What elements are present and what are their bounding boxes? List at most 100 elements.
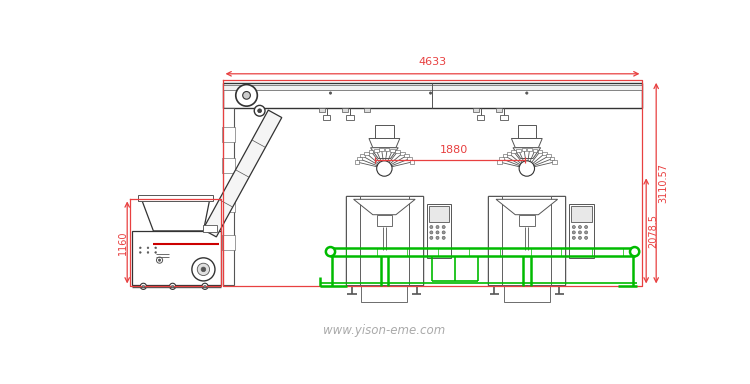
Bar [552,161,556,164]
Circle shape [172,285,174,288]
Bar [473,108,479,111]
Text: 1160: 1160 [118,230,128,255]
Bar [395,150,400,153]
Bar [542,152,547,155]
Circle shape [430,92,432,94]
Circle shape [630,247,639,256]
Circle shape [436,236,439,239]
Circle shape [578,236,581,239]
Circle shape [147,252,149,253]
Circle shape [157,257,163,263]
Circle shape [326,247,335,256]
Bar [551,196,566,285]
Bar [518,125,536,139]
Bar [203,225,217,232]
Bar [322,115,331,120]
Polygon shape [370,148,398,159]
Bar [222,235,235,250]
Text: 4633: 4633 [419,57,446,67]
Circle shape [436,225,439,228]
Polygon shape [202,110,282,237]
Circle shape [442,231,446,234]
Circle shape [442,236,446,239]
Bar [527,148,532,151]
Bar [355,161,359,164]
Bar [516,149,521,152]
Bar [224,84,641,90]
Bar [342,108,348,111]
Text: 1880: 1880 [440,145,468,155]
Bar [512,150,516,153]
Bar [360,196,409,285]
Bar [319,108,325,111]
Bar [346,196,360,285]
Bar [522,148,526,151]
Bar [346,196,423,285]
Circle shape [584,225,588,228]
Circle shape [204,285,206,288]
Bar [138,195,214,201]
Circle shape [202,283,208,290]
Circle shape [142,285,145,288]
Bar [488,196,502,285]
Circle shape [170,283,176,290]
Polygon shape [353,199,416,215]
Polygon shape [142,200,209,231]
Bar [375,125,394,139]
Bar [427,204,451,258]
Bar [400,152,404,155]
Bar [222,158,235,173]
Circle shape [329,92,332,94]
Bar [503,154,507,157]
Bar [532,149,537,152]
Circle shape [519,161,535,176]
Bar [477,115,484,120]
Bar [500,115,508,120]
Bar [503,196,551,285]
Circle shape [258,109,262,113]
Circle shape [140,247,141,249]
Circle shape [430,225,433,228]
Bar [223,108,234,285]
Circle shape [243,91,250,99]
Circle shape [526,92,528,94]
Bar [222,127,235,142]
Circle shape [254,105,265,116]
Bar [497,161,502,164]
Bar [362,286,407,302]
Bar [409,196,423,285]
Circle shape [197,263,209,276]
Bar [364,108,370,111]
Polygon shape [369,139,400,148]
Bar [496,108,502,111]
Circle shape [578,231,581,234]
Bar [572,206,592,222]
Bar [429,206,449,222]
Circle shape [147,247,149,249]
Circle shape [192,258,215,281]
Bar [404,154,409,157]
Bar [223,83,642,108]
Bar [569,204,594,258]
Bar [364,152,369,155]
Text: 2078.5: 2078.5 [649,214,658,248]
Bar [369,150,374,153]
Circle shape [140,252,141,253]
Bar [500,157,504,161]
Circle shape [158,259,160,261]
Bar [488,196,566,285]
Circle shape [430,236,433,239]
Circle shape [572,231,575,234]
Circle shape [236,84,257,106]
Circle shape [442,225,446,228]
Bar [346,115,353,120]
Bar [519,215,535,226]
Circle shape [436,231,439,234]
Text: 3110.57: 3110.57 [658,163,668,203]
Bar [374,149,379,152]
Bar [506,152,512,155]
Polygon shape [496,199,557,215]
Text: www.yison-eme.com: www.yison-eme.com [323,324,446,338]
Bar [390,149,394,152]
Bar [222,196,235,212]
